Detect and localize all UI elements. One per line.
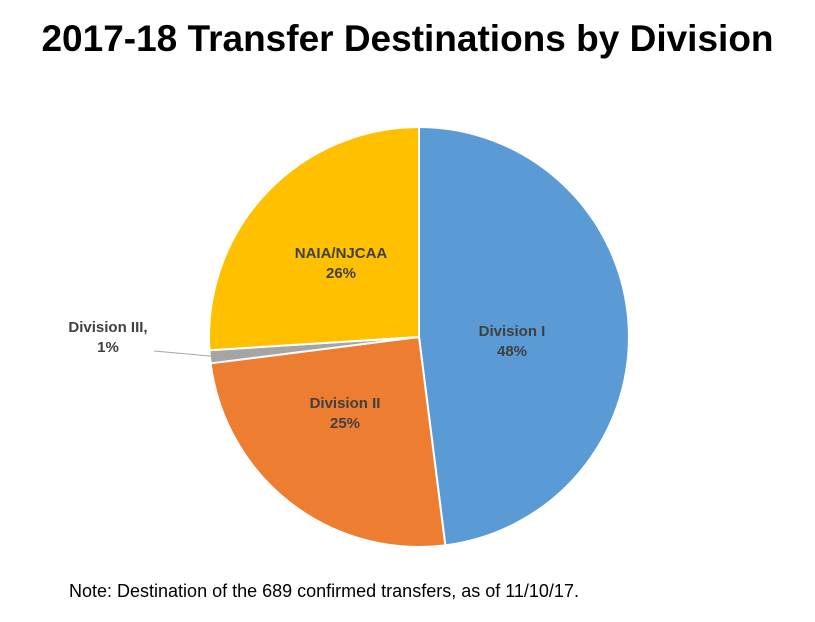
- slice-category-label: NAIA/NJCAA: [295, 245, 388, 262]
- chart-note: Note: Destination of the 689 confirmed t…: [69, 581, 579, 601]
- slice-category-label: Division III,: [68, 319, 147, 336]
- slice-value-label: 1%: [97, 339, 119, 356]
- slice-value-label: 26%: [326, 265, 356, 282]
- slice-value-label: 48%: [497, 343, 527, 360]
- pie-slice-naia-njcaa: [208, 126, 420, 352]
- leader-line: [153, 350, 214, 357]
- slice-value-label: 25%: [330, 415, 360, 432]
- slice-category-label: Division II: [310, 395, 381, 412]
- pie-slice-division-i: [418, 126, 630, 547]
- chart-title: 2017-18 Transfer Destinations by Divisio…: [41, 18, 774, 59]
- pie-slice-division-ii: [209, 336, 447, 548]
- slice-category-label: Division I: [479, 323, 546, 340]
